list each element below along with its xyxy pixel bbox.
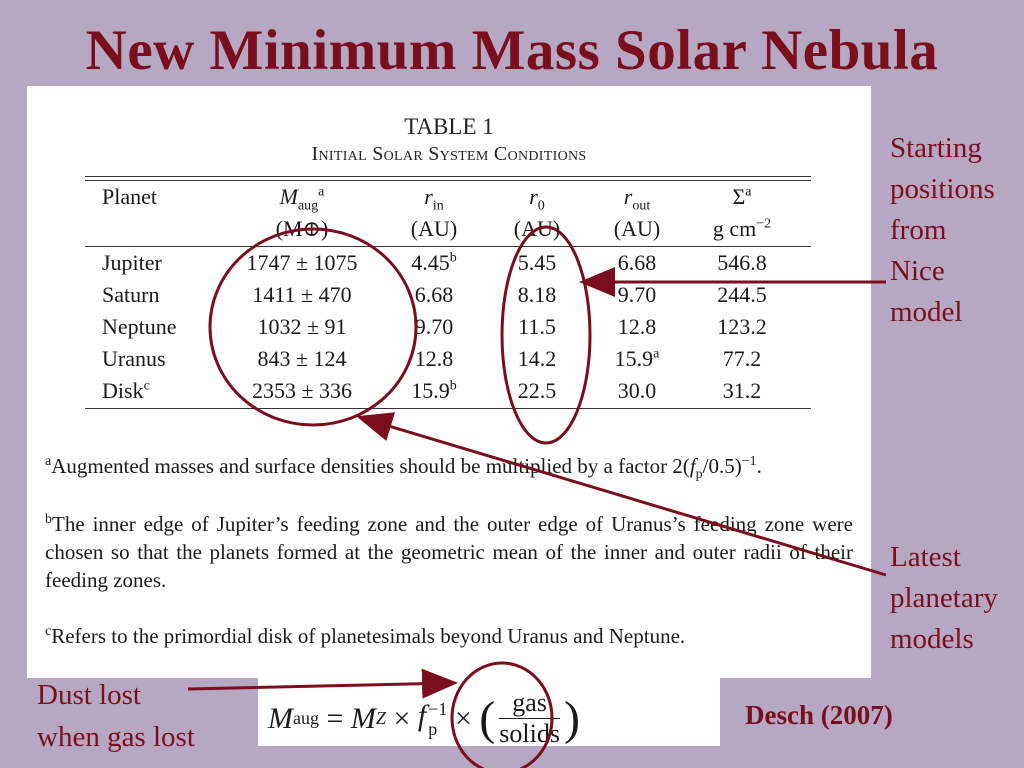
footnote-b: bThe inner edge of Jupiter’s feeding zon… (45, 512, 853, 592)
header-m-aug: Mauga (279, 184, 325, 214)
circle-r0-column (500, 225, 592, 445)
cell-r0: 5.45 (517, 250, 557, 275)
header-r-out-unit: (AU) (613, 216, 661, 241)
cell-planet: Jupiter (102, 250, 162, 275)
cell-r-out: 15.9a (614, 346, 660, 371)
cell-sigma: 244.5 (717, 282, 767, 307)
header-sigma-unit: g cm−2 (712, 216, 772, 241)
cell-r0: 14.2 (517, 346, 557, 371)
annotation-starting-positions: Starting positions from Nice model (890, 132, 995, 328)
table-caption-number: TABLE 1 (404, 114, 494, 139)
arrow-dust-lost (187, 668, 458, 699)
cell-planet: Saturn (102, 282, 160, 307)
cell-r0: 22.5 (517, 378, 557, 403)
cell-r-in: 15.9b (411, 378, 457, 403)
gas-solids-fraction: gas solids (499, 688, 560, 748)
cell-sigma: 77.2 (722, 346, 762, 371)
cell-r-out: 30.0 (617, 378, 657, 403)
header-r-in-unit: (AU) (410, 216, 458, 241)
cell-sigma: 31.2 (722, 378, 762, 403)
header-planet: Planet (102, 184, 157, 209)
cell-r0: 11.5 (518, 314, 556, 339)
cell-r-in: 6.68 (414, 282, 454, 307)
circle-mass-column (208, 227, 418, 427)
cell-r-out: 12.8 (617, 314, 657, 339)
table-rule-bottom (85, 408, 811, 409)
table-rule-top-double (85, 180, 811, 181)
cell-r-in: 9.70 (414, 314, 454, 339)
citation: Desch (2007) (745, 700, 893, 730)
table-panel: TABLE 1 Initial Solar System Conditions … (27, 86, 871, 678)
cell-r-out: 9.70 (617, 282, 657, 307)
cell-planet: Uranus (102, 346, 166, 371)
cell-m-aug: 2353 ± 336 (251, 378, 353, 403)
table-caption-title: Initial Solar System Conditions (311, 143, 587, 165)
cell-sigma: 123.2 (717, 314, 767, 339)
table-rule-header (85, 246, 811, 247)
cell-m-aug: 1032 ± 91 (257, 314, 347, 339)
cell-planet: Diskc (102, 378, 150, 403)
header-r-out: rout (623, 184, 651, 214)
cell-r-in: 12.8 (414, 346, 454, 371)
cell-m-aug: 843 ± 124 (257, 346, 347, 371)
table-rule-top (85, 176, 811, 177)
cell-planet: Neptune (102, 314, 177, 339)
header-r-in: rin (424, 184, 444, 214)
footnote-a: aAugmented masses and surface densities … (45, 454, 762, 483)
arrow-latest-models (356, 412, 887, 577)
annotation-dust-lost: Dust lost when gas lost (37, 679, 195, 753)
cell-r-out: 6.68 (617, 250, 657, 275)
cell-r0: 8.18 (517, 282, 557, 307)
slide-title: New Minimum Mass Solar Nebula (85, 19, 939, 82)
footnote-c: cRefers to the primordial disk of planet… (45, 624, 686, 648)
cell-r-in: 4.45b (411, 250, 457, 275)
cell-m-aug: 1411 ± 470 (252, 282, 352, 307)
header-r0: r0 (529, 184, 545, 214)
header-sigma: Σa (732, 184, 752, 209)
annotation-latest-models: Latest planetary models (890, 541, 998, 655)
circle-fp-term (450, 661, 554, 768)
cell-sigma: 546.8 (717, 250, 767, 275)
cell-m-aug: 1747 ± 1075 (246, 250, 358, 275)
